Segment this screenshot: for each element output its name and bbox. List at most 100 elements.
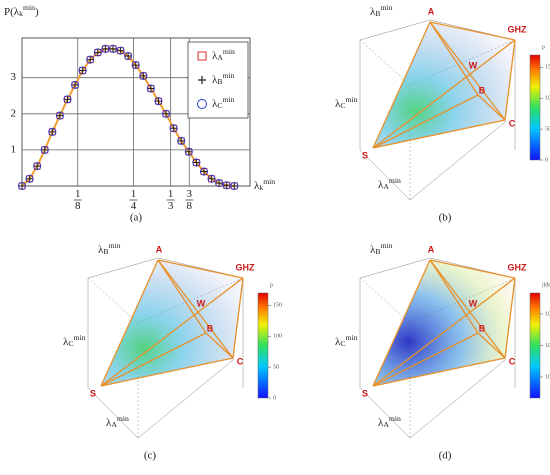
vertex-label: W <box>469 60 478 70</box>
tetra-edge <box>100 332 207 387</box>
point <box>193 159 200 166</box>
vertex-label: C <box>237 356 244 366</box>
colorbar-label: ρ <box>542 44 545 50</box>
axis-label: λBmin <box>370 3 393 18</box>
density-cloud <box>101 260 243 386</box>
tetra-edge <box>100 259 159 387</box>
legend-label: λAmin <box>212 47 235 62</box>
axis-label: λCmin <box>335 333 358 348</box>
colorbar <box>529 292 541 399</box>
box-edge <box>137 359 234 439</box>
vertex-label: C <box>509 356 516 366</box>
point <box>200 168 207 175</box>
point <box>147 85 154 92</box>
colorbar-tick-label: 50 <box>273 364 279 370</box>
y-axis-label: P(λkmin) <box>4 3 39 18</box>
box-edge <box>87 257 159 279</box>
vertex-label: A <box>428 244 435 254</box>
tetra-edge <box>372 332 479 387</box>
point <box>208 175 215 182</box>
point <box>125 53 132 60</box>
point <box>223 182 230 189</box>
colorbar-label: ρ <box>270 282 273 288</box>
vertex-label: B <box>207 323 214 333</box>
point <box>146 84 155 93</box>
colorbar-label: |Idet| <box>542 282 550 288</box>
point <box>199 167 209 176</box>
x-axis-label: λkmin <box>254 177 275 192</box>
y-tick-label: 2 <box>11 107 17 119</box>
box-edge <box>359 257 431 279</box>
tetra-edge <box>429 21 479 96</box>
legend-marker <box>197 51 207 61</box>
vertex-label: W <box>197 298 206 308</box>
point <box>48 127 57 136</box>
point <box>17 181 27 191</box>
colorbar-tick-label: 50 <box>545 126 550 132</box>
box-edge <box>87 387 139 439</box>
point <box>131 61 140 70</box>
point <box>155 98 162 105</box>
tetra-edge <box>232 277 244 359</box>
tetra-edge <box>372 39 516 149</box>
colorbar-tick-label: 0 <box>545 157 548 163</box>
caption: (b) <box>439 212 452 224</box>
point <box>124 51 133 61</box>
point <box>108 44 118 53</box>
box-edge <box>359 277 411 324</box>
point <box>94 49 101 56</box>
colorbar <box>529 54 541 161</box>
vertex-label: GHZ <box>236 262 256 272</box>
point <box>56 112 63 119</box>
point <box>86 55 95 64</box>
caption: (d) <box>439 450 452 462</box>
colorbar-tick-label: 100 <box>545 96 550 102</box>
tetra-edge <box>372 21 431 149</box>
legend-marker <box>198 76 206 84</box>
point <box>49 128 56 135</box>
tetra-edge <box>429 259 506 359</box>
tetra-edge <box>372 94 479 149</box>
axis-label: λAmin <box>378 414 401 429</box>
point <box>139 71 148 80</box>
tetra-edge <box>477 94 506 121</box>
box-edge <box>359 19 431 41</box>
point <box>230 181 239 191</box>
point <box>154 97 163 106</box>
tetra-edge <box>157 259 234 359</box>
colorbar-tick-label: 10⁻³ <box>545 374 550 380</box>
tetra-edge <box>372 259 431 387</box>
point <box>40 145 49 154</box>
box-edge <box>359 387 411 439</box>
colorbar-tick-label: 150 <box>273 303 282 309</box>
box-edge <box>87 277 139 324</box>
point <box>63 95 72 104</box>
tetra-edge <box>100 357 234 387</box>
axis-label: λCmin <box>63 333 86 348</box>
axis-label: λAmin <box>106 414 129 429</box>
axis-label: λCmin <box>335 95 358 110</box>
box-edge <box>359 39 411 86</box>
point <box>19 183 25 189</box>
point <box>216 180 223 187</box>
point <box>78 66 87 75</box>
tetra-edge <box>504 39 516 121</box>
colorbar <box>257 292 269 399</box>
vertex-label: B <box>479 323 486 333</box>
point <box>55 111 64 120</box>
tetra-edge <box>429 259 479 334</box>
point <box>109 45 116 52</box>
point <box>178 137 185 144</box>
legend-marker <box>197 99 207 109</box>
legend-label: λBmin <box>212 71 235 86</box>
box-edge <box>359 149 411 201</box>
colorbar-tick-label: 10⁻¹ <box>545 311 550 317</box>
axis-label: λAmin <box>378 176 401 191</box>
